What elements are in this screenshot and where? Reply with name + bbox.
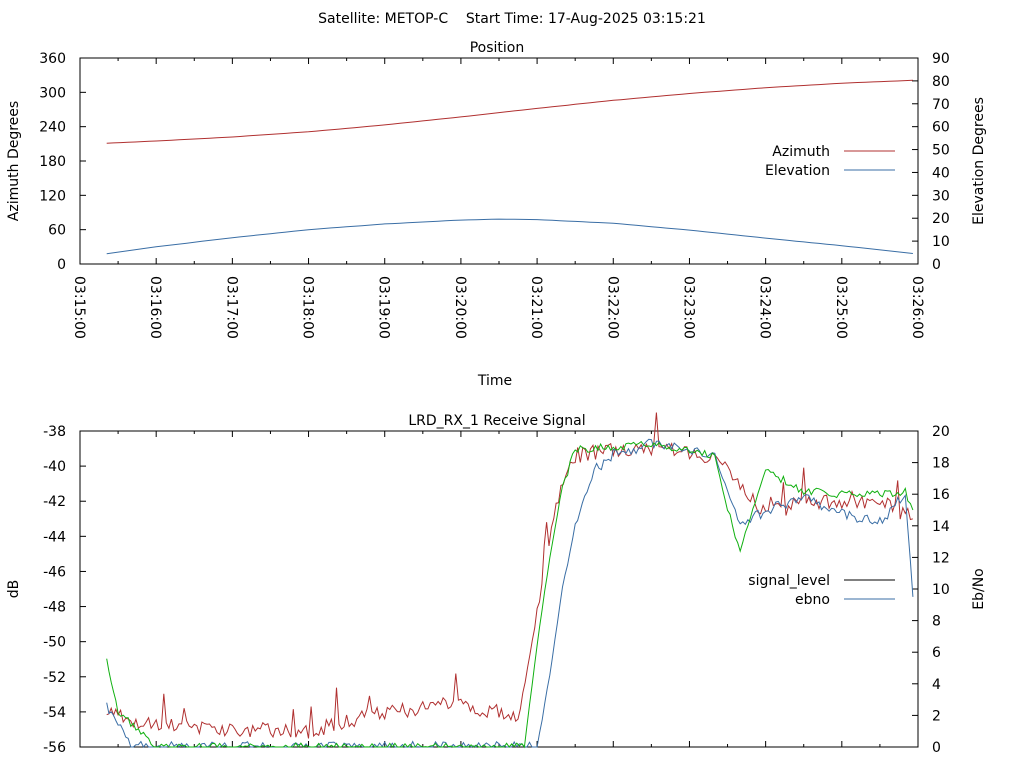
position-y-axis-label: Azimuth Degrees xyxy=(6,101,22,221)
y2-tick-label: 90 xyxy=(932,51,950,67)
y2-tick-label: 20 xyxy=(932,211,950,227)
x-tick-label: 03:18:00 xyxy=(300,276,316,339)
y-tick-label: 120 xyxy=(39,188,66,204)
y2-tick-label: 2 xyxy=(932,708,941,724)
y-tick-label: 300 xyxy=(39,85,66,101)
x-tick-label: 03:16:00 xyxy=(147,276,163,339)
legend-label-Elevation: Elevation xyxy=(765,163,830,179)
position-ticks: 0 60 120 180 240 300 360 0 10 20 30 40 50 60 70 80 90 03:… xyxy=(39,51,950,339)
x-tick-label: 03:24:00 xyxy=(757,276,773,339)
y2-tick-label: 60 xyxy=(932,120,950,136)
header-title: Satellite: METOP-C Start Time: 17-Aug-20… xyxy=(318,11,706,27)
legend-label-Azimuth: Azimuth xyxy=(772,144,830,160)
y2-tick-label: 40 xyxy=(932,165,950,181)
position-plot-frame xyxy=(79,57,919,265)
x-tick-label: 03:15:00 xyxy=(71,276,87,339)
y2-tick-label: 6 xyxy=(932,645,941,661)
position-series xyxy=(106,79,913,255)
y2-tick-label: 70 xyxy=(932,97,950,113)
receive-signal-chart: LRD_RX_1 Receive Signal dB Eb/No -56-54-… xyxy=(6,412,987,756)
y-tick-label: -48 xyxy=(43,600,66,616)
y2-tick-label: 8 xyxy=(932,614,941,630)
receive-signal-y2-axis-label: Eb/No xyxy=(971,568,987,610)
y2-tick-label: 30 xyxy=(932,188,950,204)
y2-tick-label: 18 xyxy=(932,456,950,472)
position-chart: Position Azimuth Degrees Elevation Degre… xyxy=(6,40,987,389)
x-tick-label: 03:25:00 xyxy=(833,276,849,339)
y-tick-label: -54 xyxy=(43,705,66,721)
x-tick-label: 03:19:00 xyxy=(376,276,392,339)
y2-tick-label: 12 xyxy=(932,550,950,566)
receive-signal-ticks: -56 -54 -52 -50 -48 -46 -44 -42 -40 -38 0 2 4 6 8 10 12 1… xyxy=(43,424,950,756)
x-tick-label: 03:22:00 xyxy=(604,276,620,339)
legend-label-ebno: ebno xyxy=(795,592,830,608)
position-legend: Azimuth Elevation xyxy=(765,144,895,179)
y-tick-label: 240 xyxy=(39,120,66,136)
y2-tick-label: 80 xyxy=(932,74,950,90)
unlabeled-series-line xyxy=(106,440,914,749)
y2-tick-label: 16 xyxy=(932,487,950,503)
y-tick-label: -52 xyxy=(43,670,66,686)
Azimuth-series-line xyxy=(106,79,913,144)
signal_level-series-line xyxy=(106,412,914,739)
y-tick-label: 360 xyxy=(39,51,66,67)
y-tick-label: -38 xyxy=(43,424,66,440)
y-tick-label: -46 xyxy=(43,564,66,580)
y2-tick-label: 20 xyxy=(932,424,950,440)
x-tick-label: 03:23:00 xyxy=(680,276,696,339)
y2-tick-label: 14 xyxy=(932,519,950,535)
y-tick-label: -50 xyxy=(43,635,66,651)
receive-signal-plot-frame xyxy=(79,430,919,748)
position-x-axis-label: Time xyxy=(477,373,512,389)
y2-tick-label: 10 xyxy=(932,582,950,598)
receive-signal-series xyxy=(106,412,914,749)
y-tick-label: 60 xyxy=(48,223,66,239)
x-tick-label: 03:26:00 xyxy=(909,276,925,339)
y-tick-label: -56 xyxy=(43,740,66,756)
x-tick-label: 03:21:00 xyxy=(528,276,544,339)
y-tick-label: -42 xyxy=(43,494,66,510)
x-tick-label: 03:17:00 xyxy=(223,276,239,339)
x-tick-label: 03:20:00 xyxy=(452,276,468,339)
y2-tick-label: 10 xyxy=(932,234,950,250)
y2-tick-label: 0 xyxy=(932,257,941,273)
y-tick-label: 0 xyxy=(57,257,66,273)
y2-tick-label: 0 xyxy=(932,740,941,756)
legend-label-signal_level: signal_level xyxy=(748,573,830,589)
y-tick-label: -44 xyxy=(43,529,66,545)
receive-signal-y-axis-label: dB xyxy=(6,580,22,599)
y2-tick-label: 50 xyxy=(932,143,950,159)
receive-signal-title: LRD_RX_1 Receive Signal xyxy=(408,413,585,429)
Elevation-series-line xyxy=(106,218,913,255)
y-tick-label: -40 xyxy=(43,459,66,475)
y-tick-label: 180 xyxy=(39,154,66,170)
position-title: Position xyxy=(470,40,525,56)
y2-tick-label: 4 xyxy=(932,677,941,693)
position-y2-axis-label: Elevation Degrees xyxy=(971,97,987,225)
